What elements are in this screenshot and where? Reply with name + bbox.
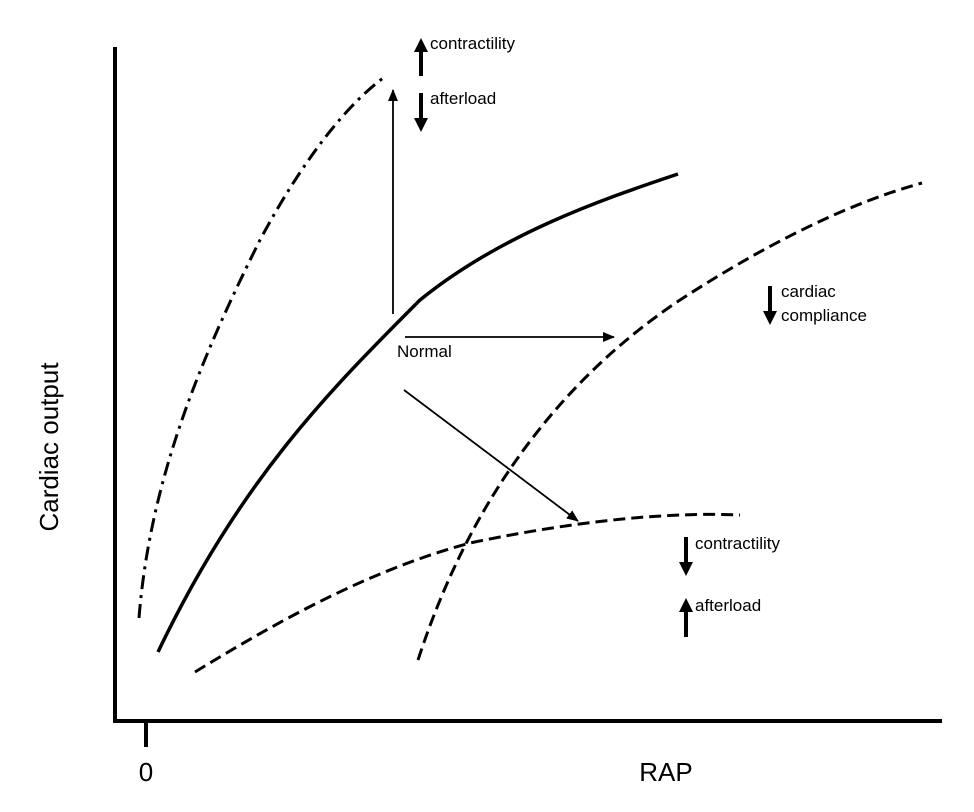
arrow-up-icon xyxy=(679,598,693,637)
arrow-down-icon xyxy=(679,537,693,576)
right-annotation-line1: cardiac xyxy=(781,282,836,301)
increased-contractility-curve xyxy=(137,74,387,619)
x-axis-label: RAP xyxy=(639,757,692,787)
normal-curve xyxy=(156,172,679,653)
normal-curve-label: Normal xyxy=(397,342,452,361)
arrow-up-icon xyxy=(414,38,428,76)
bottom-annotation-line2: afterload xyxy=(695,596,761,615)
top-annotation-line2: afterload xyxy=(430,89,496,108)
arrow-down-icon xyxy=(763,286,777,325)
y-axis-label: Cardiac output xyxy=(34,362,64,532)
decreased-contractility-curve xyxy=(194,512,741,674)
top-annotation-line1: contractility xyxy=(430,34,516,53)
origin-label: 0 xyxy=(139,757,153,787)
arrow-down-icon xyxy=(414,93,428,132)
shift-arrow-down-right xyxy=(403,389,579,522)
bottom-annotation-line1: contractility xyxy=(695,534,781,553)
decreased-compliance-curve xyxy=(416,181,923,661)
right-annotation-line2: compliance xyxy=(781,306,867,325)
